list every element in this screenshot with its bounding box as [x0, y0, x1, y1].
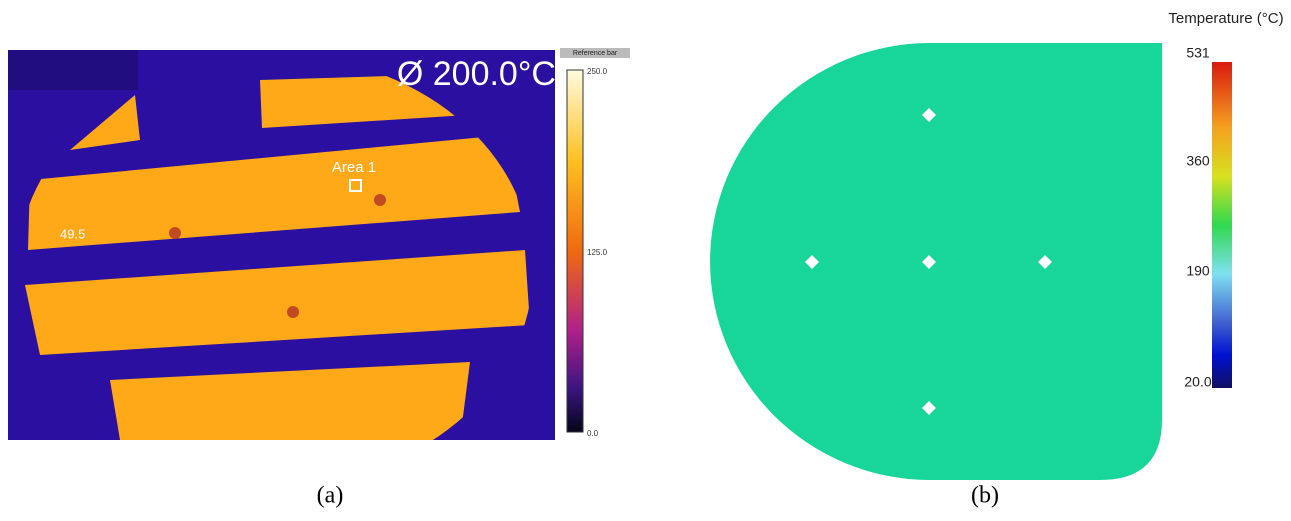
- colorbar-title: Temperature (°C): [1168, 10, 1283, 27]
- colorbar-label: 531: [1186, 45, 1210, 61]
- caption: (a): [317, 483, 344, 509]
- thermal-image: Ø 200.0°C Area 1 49.5: [8, 50, 556, 440]
- figure: Ø 200.0°C Area 1 49.5 Reference bar 250.…: [0, 0, 1291, 521]
- colorbar-label: 0.0: [587, 429, 599, 438]
- colorbar-label: 250.0: [587, 67, 608, 76]
- area-label: Area 1: [332, 159, 376, 176]
- colorbar-title: Reference bar: [573, 50, 618, 57]
- colorbar: [567, 70, 583, 432]
- overlay-temperature: Ø 200.0°C: [397, 55, 556, 93]
- colorbar-label: 190: [1186, 263, 1210, 279]
- page: Ø 200.0°C Area 1 49.5 Reference bar 250.…: [0, 0, 1291, 521]
- spot-value: 49.5: [60, 226, 85, 241]
- temperature-field: [710, 43, 1162, 480]
- colorbar: [1212, 62, 1232, 388]
- colorbar-label: 20.0: [1184, 374, 1211, 390]
- colorbar-label: 360: [1186, 153, 1210, 169]
- caption: (b): [971, 483, 999, 509]
- colorbar-label: 125.0: [587, 248, 608, 257]
